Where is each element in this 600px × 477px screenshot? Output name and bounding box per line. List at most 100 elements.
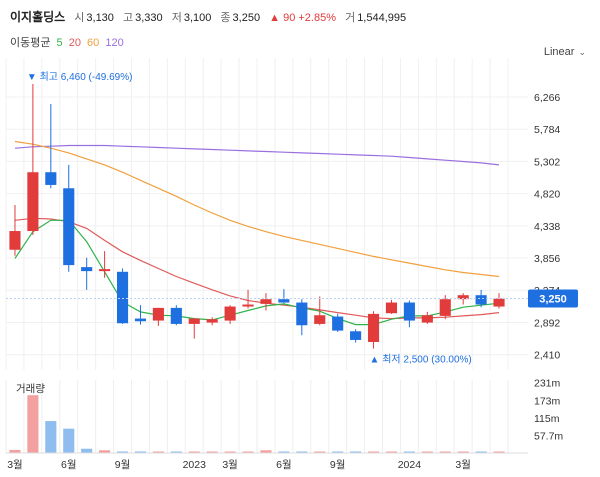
price-tick-label: 2,892 bbox=[534, 317, 560, 329]
price-tick-label: 5,302 bbox=[534, 156, 560, 168]
price-change: ▲ 90 +2.85% bbox=[269, 12, 336, 24]
volume-bar bbox=[152, 451, 164, 453]
volume-panel-label: 거래량 bbox=[16, 383, 45, 395]
volume-bar bbox=[206, 451, 218, 453]
candle-body bbox=[81, 267, 93, 272]
candle bbox=[9, 204, 21, 256]
candle bbox=[63, 164, 75, 272]
candle bbox=[188, 317, 200, 339]
price-tick-label: 3,856 bbox=[534, 253, 560, 265]
candle-body bbox=[403, 302, 415, 321]
ma5-legend: 5 bbox=[56, 37, 63, 49]
volume-bar bbox=[170, 451, 182, 453]
candle-body bbox=[332, 316, 344, 331]
price-tick-label: 6,266 bbox=[534, 92, 560, 104]
volume-bar bbox=[350, 451, 362, 453]
volume-bar bbox=[224, 451, 236, 453]
candle bbox=[81, 257, 93, 290]
candle-body bbox=[188, 318, 200, 324]
x-axis-label: 2024 bbox=[398, 459, 422, 471]
candle-body bbox=[206, 319, 218, 323]
price-tick-label: 2,410 bbox=[534, 350, 560, 362]
volume-bar bbox=[475, 451, 487, 453]
scale-mode-dropdown[interactable]: Linear ⌄ bbox=[544, 46, 586, 58]
volume-bar bbox=[242, 451, 254, 453]
candle-body bbox=[260, 299, 272, 304]
volume-value: 1,544,995 bbox=[357, 12, 407, 24]
volume-bar bbox=[296, 451, 308, 453]
volume-bar bbox=[45, 421, 57, 453]
stock-header: 이지홀딩스 시 3,130 고 3,330 저 3,100 종 3,250 ▲ 90 +… bbox=[10, 8, 412, 25]
volume-bar bbox=[439, 451, 451, 453]
x-axis-label: 9월 bbox=[115, 459, 131, 471]
close-label: 종 bbox=[220, 12, 231, 24]
candle-body bbox=[385, 302, 398, 314]
candle bbox=[493, 293, 505, 309]
high-label: 고 bbox=[122, 12, 134, 24]
candle-body bbox=[63, 188, 75, 266]
x-axis-label: 6월 bbox=[276, 459, 292, 471]
candle-body bbox=[367, 313, 380, 342]
volume-bar bbox=[457, 451, 469, 453]
candle-body bbox=[439, 299, 451, 316]
candle bbox=[475, 289, 487, 308]
candle bbox=[116, 268, 129, 324]
candle-body bbox=[116, 271, 129, 324]
candle bbox=[99, 251, 111, 278]
ma60-legend: 60 bbox=[87, 37, 100, 49]
candle-body bbox=[475, 295, 487, 305]
volume-bar bbox=[188, 451, 200, 453]
candle bbox=[350, 329, 362, 343]
candle bbox=[296, 299, 308, 336]
volume-label: 거 bbox=[345, 12, 356, 24]
candle bbox=[134, 305, 147, 325]
volume-bar bbox=[116, 451, 129, 453]
candle bbox=[260, 293, 272, 311]
x-axis-label: 6월 bbox=[61, 459, 77, 471]
low-value: 3,100 bbox=[183, 12, 212, 24]
volume-bar bbox=[99, 450, 111, 453]
volume-bar bbox=[332, 451, 344, 453]
volume-bar bbox=[367, 451, 380, 453]
volume-bar bbox=[134, 451, 147, 453]
volume-bar bbox=[81, 448, 93, 453]
x-axis-label: 2023 bbox=[183, 459, 207, 471]
moving-average-legend[interactable]: 이동평균 5 20 60 120 bbox=[10, 34, 124, 50]
volume-bar bbox=[421, 451, 433, 453]
volume-bar bbox=[278, 451, 290, 453]
candle bbox=[367, 311, 380, 349]
volume-bar bbox=[63, 428, 75, 453]
candle bbox=[170, 305, 182, 326]
candle-body bbox=[9, 231, 21, 250]
ma60-line bbox=[14, 140, 500, 278]
candle bbox=[152, 307, 164, 326]
price-tick-label: 4,338 bbox=[534, 221, 560, 233]
candle-body bbox=[457, 295, 469, 300]
candle-body bbox=[493, 298, 505, 307]
candle-body bbox=[134, 318, 147, 322]
x-axis-label: 3월 bbox=[222, 459, 238, 471]
scale-mode-value: Linear bbox=[543, 46, 575, 58]
candle-body bbox=[242, 304, 254, 307]
price-tick-label: 4,820 bbox=[534, 189, 560, 201]
x-axis-label: 9월 bbox=[330, 459, 346, 471]
candle bbox=[332, 313, 344, 332]
ma5-line bbox=[14, 219, 500, 326]
candle-body bbox=[421, 315, 433, 323]
volume-bar bbox=[260, 450, 272, 453]
volume-tick-label: 231m bbox=[534, 378, 561, 390]
candle bbox=[403, 300, 415, 328]
candle bbox=[27, 84, 39, 236]
current-price-label: 3,250 bbox=[539, 294, 567, 306]
volume-bar bbox=[403, 451, 415, 453]
candle bbox=[439, 295, 451, 320]
ma20-line bbox=[14, 217, 500, 320]
volume-tick-label: 57.7m bbox=[534, 430, 563, 442]
candle-body bbox=[314, 315, 326, 324]
price-tick-label: 5,784 bbox=[534, 124, 560, 136]
candle-body bbox=[296, 302, 308, 326]
volume-bar bbox=[385, 451, 398, 453]
low-label: 저 bbox=[171, 12, 182, 24]
ma120-legend: 120 bbox=[105, 37, 124, 49]
